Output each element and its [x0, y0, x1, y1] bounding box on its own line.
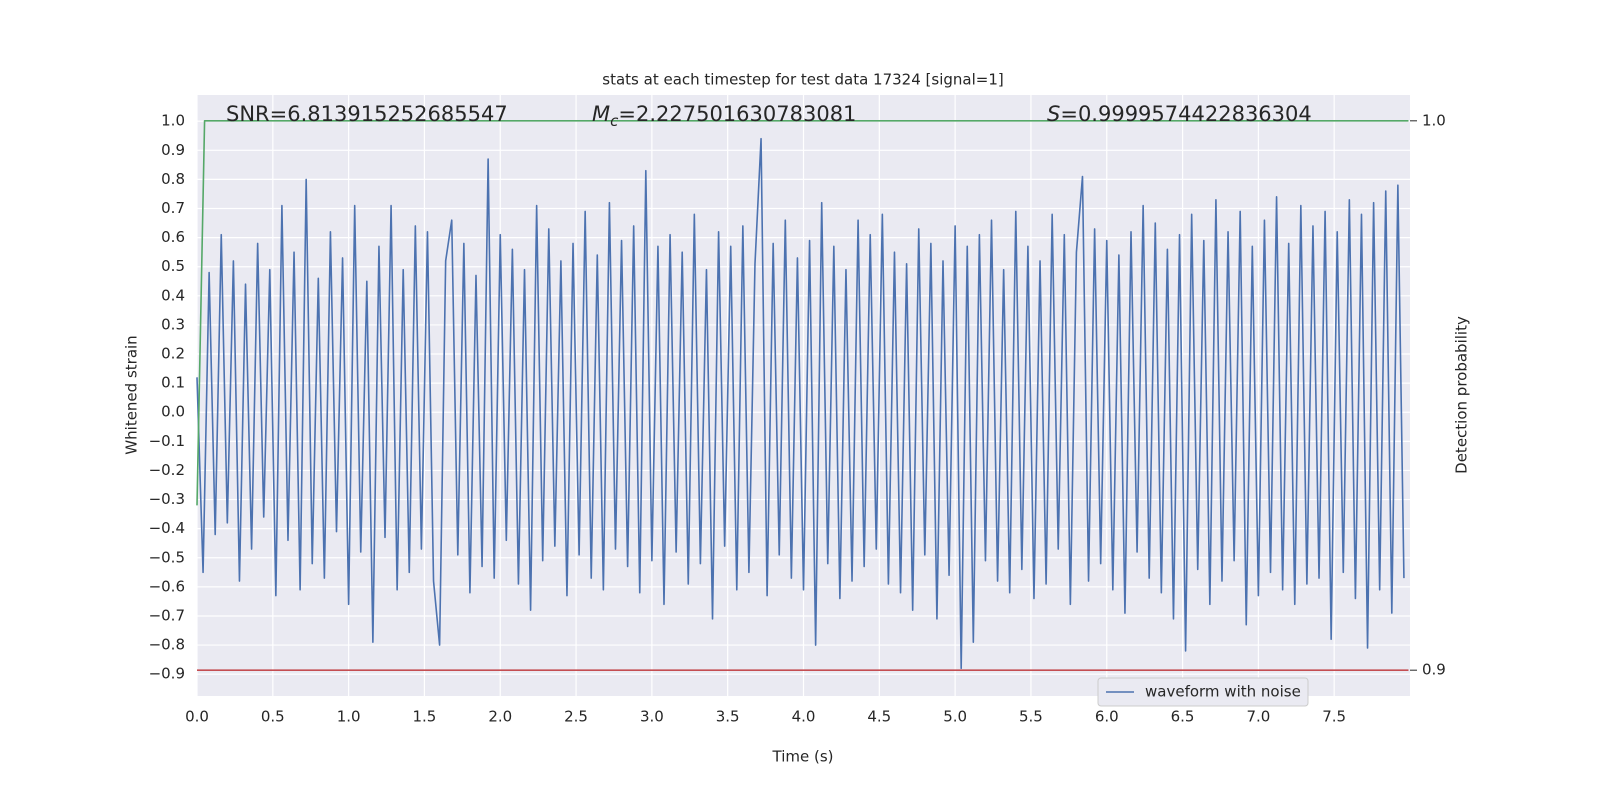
y-tick-label: −0.5	[149, 548, 185, 566]
y-tick-label: 0.6	[161, 228, 185, 246]
x-axis-label: Time (s)	[772, 748, 834, 766]
y-tick-label: −0.7	[149, 606, 185, 624]
x-tick-label: 3.0	[640, 708, 664, 726]
legend-label: waveform with noise	[1145, 683, 1301, 701]
x-tick-label: 7.5	[1322, 708, 1346, 726]
y-tick-label: 0.3	[161, 315, 185, 333]
annotation-text: =6.813915252685547	[270, 102, 508, 126]
x-tick-label: 2.5	[564, 708, 588, 726]
y-tick-label: 0.9	[161, 141, 185, 159]
annotation-symbol: M	[592, 102, 610, 126]
x-tick-label: 5.5	[1019, 708, 1043, 726]
x-tick-label: 0.5	[261, 708, 285, 726]
series-line	[196, 120, 1409, 506]
x-tick-label: 5.0	[943, 708, 967, 726]
x-tick-label: 6.5	[1171, 708, 1195, 726]
annotation-text: =0.9999574422836304	[1060, 102, 1311, 126]
x-tick-label: 3.5	[716, 708, 740, 726]
y-tick-label: 0.8	[161, 170, 185, 188]
y-tick-label: −0.3	[149, 490, 185, 508]
y-tick-label: −0.2	[149, 461, 185, 479]
x-tick-label: 1.0	[337, 708, 361, 726]
y-tick-label: 0.5	[161, 257, 185, 275]
x-tick-label: 4.0	[792, 708, 816, 726]
y-axis-label: Whitened strain	[123, 335, 141, 454]
y2-tick-label: 0.9	[1422, 661, 1446, 679]
y-tick-label: −0.4	[149, 519, 185, 537]
y-tick-label: −0.8	[149, 636, 185, 654]
annotation-symbol: SNR	[226, 102, 270, 126]
x-tick-label: 0.0	[185, 708, 209, 726]
x-tick-label: 4.5	[867, 708, 891, 726]
chart-title: stats at each timestep for test data 173…	[602, 71, 1003, 89]
annotation: SNR=6.813915252685547	[226, 102, 508, 126]
y-tick-label: −0.1	[149, 432, 185, 450]
annotation-symbol: S	[1047, 102, 1060, 126]
y2-tick-label: 1.0	[1422, 111, 1446, 129]
y-tick-label: 0.2	[161, 345, 185, 363]
x-tick-label: 2.0	[488, 708, 512, 726]
y-tick-label: 0.0	[161, 403, 185, 421]
y-tick-label: −0.6	[149, 577, 185, 595]
legend-box	[1097, 677, 1309, 707]
annotation-text: =2.227501630783081	[618, 102, 856, 126]
y-tick-label: 0.7	[161, 199, 185, 217]
y-tick-label: −0.9	[149, 665, 185, 683]
annotation: S=0.9999574422836304	[1047, 102, 1312, 126]
annotation-subscript: c	[610, 112, 619, 130]
y-tick-label: 0.4	[161, 286, 185, 304]
series-line	[196, 137, 1405, 670]
y-tick-label: 0.1	[161, 374, 185, 392]
y-tick-label: 1.0	[161, 112, 185, 130]
y2-axis-label: Detection probability	[1453, 316, 1471, 474]
x-tick-label: 6.0	[1095, 708, 1119, 726]
x-tick-label: 1.5	[413, 708, 437, 726]
annotation: Mc=2.227501630783081	[592, 102, 856, 130]
x-tick-label: 7.0	[1246, 708, 1270, 726]
